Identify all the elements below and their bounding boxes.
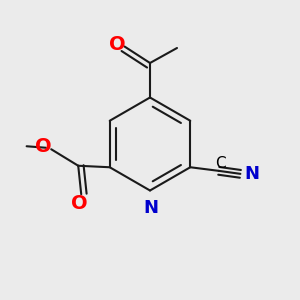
Text: N: N bbox=[143, 199, 158, 217]
Text: O: O bbox=[109, 34, 125, 54]
Text: O: O bbox=[35, 137, 52, 156]
Text: O: O bbox=[71, 194, 88, 213]
Text: N: N bbox=[244, 165, 259, 183]
Text: C: C bbox=[215, 156, 225, 171]
